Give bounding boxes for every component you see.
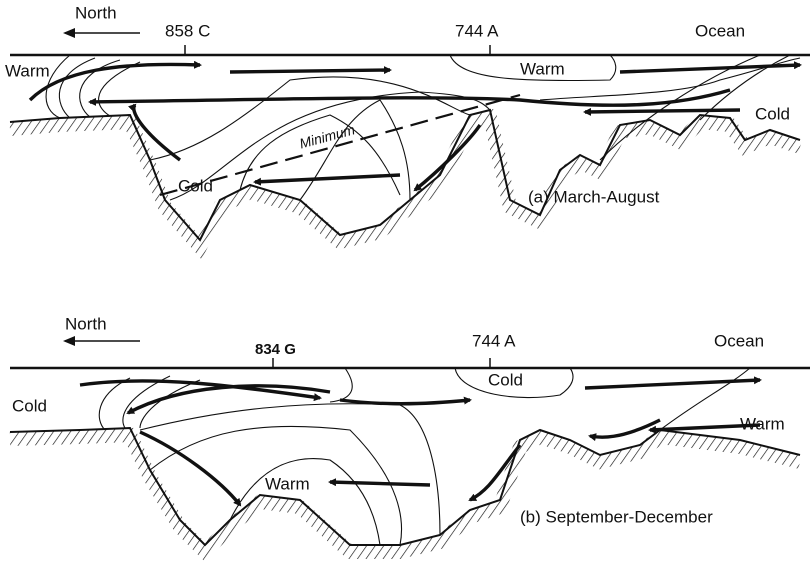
water-label: Warm [740, 414, 785, 433]
water-label: Cold [178, 176, 213, 195]
ocean-label: Ocean [695, 21, 745, 40]
water-label: Warm [5, 61, 50, 80]
north-label: North [65, 314, 107, 333]
water-label: Cold [488, 370, 523, 389]
water-label: Cold [12, 396, 47, 415]
water-label: Warm [265, 474, 310, 493]
panel-b: North 834 G 744 A Ocean Cold Cold Warm W… [10, 314, 810, 552]
panel-a: North 858 C 744 A Ocean Warm Warm Cold M… [5, 3, 810, 247]
station-label: 744 A [455, 21, 499, 40]
station-label: 744 A [472, 331, 516, 350]
station-label: 858 C [165, 21, 210, 40]
diagram: North 858 C 744 A Ocean Warm Warm Cold M… [0, 0, 812, 569]
caption: (b) September-December [520, 507, 713, 526]
north-label: North [75, 3, 117, 22]
minimum-label: Minimum [298, 121, 357, 151]
water-label: Cold [755, 104, 790, 123]
station-label: 834 G [255, 341, 296, 358]
water-label: Warm [520, 59, 565, 78]
ocean-label: Ocean [714, 331, 764, 350]
caption: (a) March-August [528, 187, 660, 206]
